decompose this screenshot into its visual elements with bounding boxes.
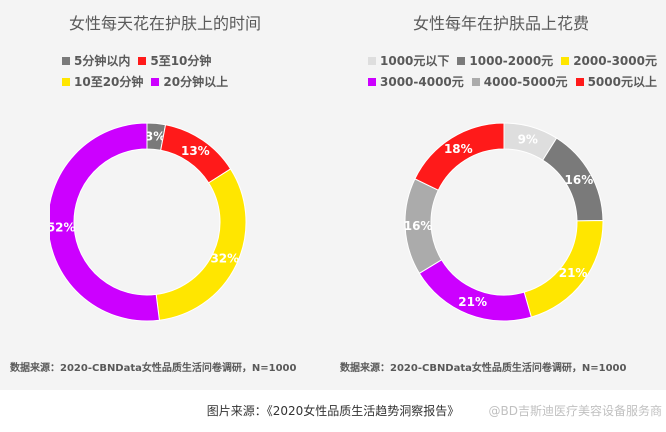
- legend-label: 3000-4000元: [380, 75, 464, 89]
- legend-label: 5000元以上: [587, 75, 657, 89]
- source-note-left: 数据来源：2020-CBNData女性品质生活问卷调研，N=1000: [10, 363, 297, 374]
- legend-label: 20分钟以上: [163, 75, 229, 89]
- legend-swatch: [561, 56, 570, 65]
- legend-label: 10至20分钟: [74, 75, 144, 89]
- legend-item: 4000-5000元: [471, 73, 568, 90]
- legend-label: 5分钟以内: [74, 54, 131, 68]
- legend-label: 1000-2000元: [469, 54, 554, 68]
- source-note-right: 数据来源：2020-CBNData女性品质生活问卷调研，N=1000: [340, 363, 627, 374]
- legend-swatch: [368, 56, 376, 65]
- donut-slice: [418, 259, 532, 322]
- slice-value-label: 18%: [444, 142, 473, 156]
- slice-value-label: 13%: [181, 144, 210, 158]
- slice-value-label: 52%: [50, 220, 76, 234]
- chart-title-right: 女性每年在护肤品上花费: [412, 14, 589, 33]
- legend-label: 5至10分钟: [150, 54, 212, 68]
- legend-row: 3000-4000元 4000-5000元 5000元以上: [368, 71, 665, 92]
- slice-value-label: 16%: [565, 173, 594, 187]
- legend-item: 10至20分钟: [62, 73, 143, 90]
- slice-value-label: 32%: [210, 252, 239, 266]
- donut-slice: [50, 122, 160, 322]
- slice-value-label: 21%: [458, 295, 487, 309]
- legend-right: 1000元以下 1000-2000元 2000-3000元 3000-4000元 400…: [368, 50, 665, 92]
- legend-item: 20分钟以上: [151, 73, 228, 90]
- slice-value-label: 16%: [404, 219, 433, 233]
- donut-slice: [155, 168, 247, 321]
- legend-label: 1000元以下: [380, 54, 450, 68]
- legend-swatch: [471, 77, 480, 86]
- legend-item: 5000元以上: [575, 73, 657, 90]
- legend-swatch: [575, 77, 584, 86]
- legend-row: 10至20分钟 20分钟以上: [62, 71, 236, 92]
- watermark: @BD吉斯迪医疗美容设备服务商: [488, 404, 662, 418]
- legend-row: 1000元以下 1000-2000元 2000-3000元: [368, 50, 665, 71]
- chart-panel: 女性每天花在护肤上的时间 女性每年在护肤品上花费 5分钟以内 5至10分钟 10至2…: [0, 0, 666, 390]
- image-caption: 图片来源：《2020女性品质生活趋势洞察报告》: [206, 404, 460, 418]
- legend-swatch: [151, 77, 160, 86]
- legend-label: 2000-3000元: [573, 54, 657, 68]
- legend-item: 1000-2000元: [457, 52, 553, 69]
- legend-swatch: [457, 56, 466, 65]
- donut-chart-right: 9% 16% 21% 21% 16% 18%: [404, 122, 604, 322]
- chart-title-left: 女性每天花在护肤上的时间: [68, 14, 261, 33]
- donut-chart-left: 3% 13% 32% 52%: [50, 122, 247, 322]
- legend-label: 4000-5000元: [483, 75, 568, 89]
- slice-value-label: 21%: [559, 266, 588, 280]
- legend-row: 5分钟以内 5至10分钟: [62, 50, 236, 71]
- slice-value-label: 9%: [518, 132, 538, 146]
- legend-item: 2000-3000元: [561, 52, 657, 69]
- legend-swatch: [138, 56, 147, 65]
- legend-left: 5分钟以内 5至10分钟 10至20分钟 20分钟以上: [62, 50, 236, 92]
- legend-swatch: [62, 77, 70, 86]
- legend-item: 5分钟以内: [62, 52, 130, 69]
- legend-item: 3000-4000元: [368, 73, 464, 90]
- legend-item: 1000元以下: [368, 52, 449, 69]
- legend-swatch: [368, 77, 376, 86]
- donut-slice: [414, 122, 505, 191]
- legend-swatch: [62, 56, 70, 65]
- slice-value-label: 3%: [145, 129, 165, 143]
- legend-item: 5至10分钟: [138, 52, 211, 69]
